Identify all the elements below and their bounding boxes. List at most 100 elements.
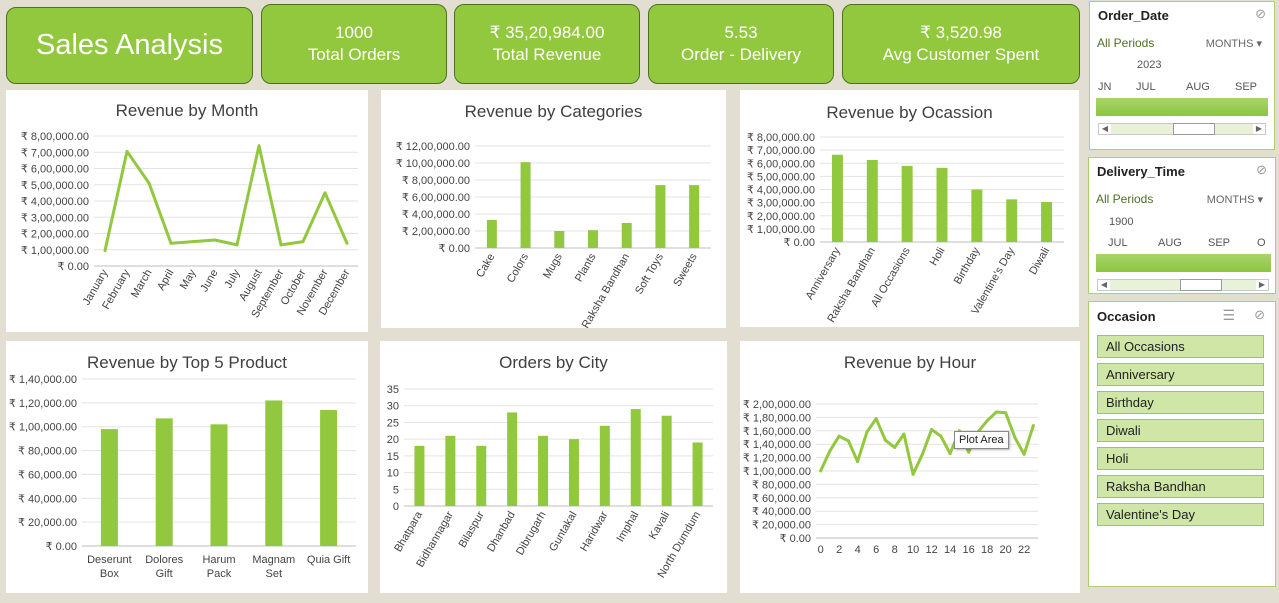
bar-holi (936, 167, 948, 242)
x-tick-label: Sweets (671, 251, 700, 289)
x-tick-label-line: Gift (156, 568, 173, 580)
month-label: JN (1098, 81, 1112, 93)
time-level-dropdown[interactable]: MONTHS ▾ (1206, 194, 1263, 206)
x-tick-label: Deserunt Box (87, 554, 132, 580)
occasion-item[interactable]: Holi (1097, 447, 1264, 470)
x-tick-label-line: Box (100, 568, 119, 580)
bar-dolores-gift (155, 418, 173, 546)
data-point (837, 434, 841, 438)
y-tick-label: 25 (387, 417, 399, 429)
year-label: 1900 (1109, 216, 1134, 228)
month-label: SEP (1208, 237, 1231, 249)
bar-north-dumdum (692, 442, 703, 506)
clear-filter-icon[interactable]: ⊘ (1256, 162, 1267, 177)
data-point (967, 450, 971, 454)
x-tick-label: Plants (573, 251, 599, 284)
y-tick-label: ₹ 0.00 (439, 243, 470, 255)
avg-spent-value: ₹ 3,520.98 (920, 23, 1002, 42)
chart-revenue-by-occasion[interactable]: Revenue by Ocassion ₹ 8,00,000.00 ₹ 7,00,… (740, 90, 1079, 327)
y-tick-label: ₹ 1,40,000.00 (9, 374, 77, 386)
y-tick-label: ₹ 1,80,000.00 (743, 412, 811, 424)
month-label: SEP (1235, 81, 1258, 93)
y-tick-label: ₹ 4,00,000.00 (21, 196, 89, 208)
x-tick-label: Soft Toys (633, 251, 666, 296)
x-tick-label: Diwali (1027, 246, 1052, 277)
scroll-right-icon[interactable]: ▶ (1253, 124, 1265, 134)
y-tick-label: ₹ 2,00,000.00 (402, 226, 470, 238)
occasion-item[interactable]: Valentine's Day (1097, 503, 1264, 526)
y-tick-label: ₹ 20,000.00 (752, 520, 811, 532)
chart-revenue-by-top5-product[interactable]: Revenue by Top 5 Product ₹ 1,40,000.00 ₹ … (6, 341, 368, 593)
timeline-scrollbar[interactable]: ◀ ▶ (1098, 123, 1266, 135)
data-point (1013, 436, 1017, 439)
all-periods-link[interactable]: All Periods (1096, 192, 1154, 206)
series-line (819, 410, 1035, 476)
y-tick-label: ₹ 20,000.00 (18, 517, 77, 529)
x-tick-label: March (129, 268, 155, 300)
scroll-thumb[interactable] (1180, 279, 1222, 291)
bar-magnam-set (265, 400, 283, 546)
scroll-right-icon[interactable]: ▶ (1256, 280, 1268, 290)
y-tick-label: ₹ 2,00,000.00 (747, 211, 815, 223)
y-tick-label: ₹ 40,000.00 (752, 506, 811, 518)
y-tick-label: ₹ 60,000.00 (18, 469, 77, 481)
x-tick-label: 8 (892, 544, 898, 556)
x-tick-label: 6 (873, 544, 879, 556)
scroll-thumb[interactable] (1173, 123, 1215, 135)
series-line (103, 144, 349, 251)
occasion-item[interactable]: Raksha Bandhan (1097, 475, 1264, 498)
x-tick-label: Dolores Gift (145, 554, 183, 580)
timeline-bar[interactable] (1096, 98, 1268, 116)
y-tick-label: ₹ 7,00,000.00 (21, 147, 89, 159)
chart-revenue-by-categories[interactable]: Revenue by Categories ₹ 12,00,000.00 ₹ 10… (381, 90, 726, 328)
chart-title: Revenue by Top 5 Product (86, 353, 288, 372)
multi-select-icon[interactable]: ☰ (1222, 307, 1235, 323)
chart-orders-by-city[interactable]: Orders by City 35 30 25 20 15 10 5 0 Bhatpara Bid… (380, 341, 727, 593)
data-point (911, 472, 915, 476)
y-tick-label: ₹ 60,000.00 (752, 493, 811, 505)
data-point (994, 410, 998, 414)
data-point (865, 430, 869, 434)
x-tick-label: Holi (928, 246, 948, 268)
occasion-slicer[interactable]: Occasion ☰ ⊘ All Occasions Anniversary B… (1088, 301, 1276, 587)
clear-filter-icon[interactable]: ⊘ (1255, 6, 1266, 21)
occasion-item[interactable]: Birthday (1097, 391, 1264, 414)
month-label: JUL (1108, 237, 1128, 249)
x-tick-label-line: Dolores (145, 554, 183, 566)
y-tick-label: ₹ 8,00,000.00 (21, 131, 89, 143)
y-tick-label: ₹ 1,60,000.00 (743, 426, 811, 438)
y-tick-label: ₹ 1,00,000.00 (743, 466, 811, 478)
all-periods-link[interactable]: All Periods (1097, 36, 1155, 50)
scroll-left-icon[interactable]: ◀ (1099, 124, 1111, 134)
chart-revenue-by-hour[interactable]: Revenue by Hour ₹ 2,00,000.00 ₹ 1,80,000.… (740, 341, 1080, 593)
timeline-bar[interactable] (1096, 254, 1271, 272)
timeline-scrollbar[interactable]: ◀ ▶ (1097, 279, 1269, 291)
data-point (103, 249, 107, 253)
data-point (235, 243, 239, 247)
total-revenue-label: Total Revenue (492, 45, 602, 64)
delivery-time-slicer[interactable]: Delivery_Time ⊘ All Periods MONTHS ▾ 190… (1088, 157, 1276, 294)
occasion-item[interactable]: Anniversary (1097, 363, 1264, 386)
y-tick-label: ₹ 1,20,000.00 (9, 398, 77, 410)
x-tick-label-line: Harum (202, 554, 235, 566)
data-point (213, 238, 217, 242)
data-point (828, 449, 832, 453)
scroll-left-icon[interactable]: ◀ (1098, 280, 1110, 290)
bar-dibrugarh (538, 435, 549, 506)
x-tick-label-line: Magnam (252, 554, 295, 566)
bar-soft-toys (655, 185, 666, 248)
x-tick-label: Colors (505, 251, 532, 285)
occasion-item[interactable]: Diwali (1097, 419, 1264, 442)
chart-title: Revenue by Ocassion (826, 103, 993, 122)
occasion-item[interactable]: All Occasions (1097, 335, 1264, 358)
y-tick-label: ₹ 6,00,000.00 (21, 164, 89, 176)
bar-quia-gift (320, 410, 338, 546)
time-level-dropdown[interactable]: MONTHS ▾ (1205, 38, 1262, 50)
chart-revenue-by-month[interactable]: Revenue by Month ₹ 8,00,000.00 ₹ 7,00,000… (6, 90, 368, 332)
order-date-slicer[interactable]: Order_Date ⊘ All Periods MONTHS ▾ 2023 J… (1089, 1, 1275, 150)
data-point (920, 452, 924, 456)
data-point (279, 243, 283, 247)
data-point (985, 419, 989, 423)
clear-filter-icon[interactable]: ⊘ (1254, 307, 1265, 322)
y-tick-label: 30 (387, 401, 399, 413)
